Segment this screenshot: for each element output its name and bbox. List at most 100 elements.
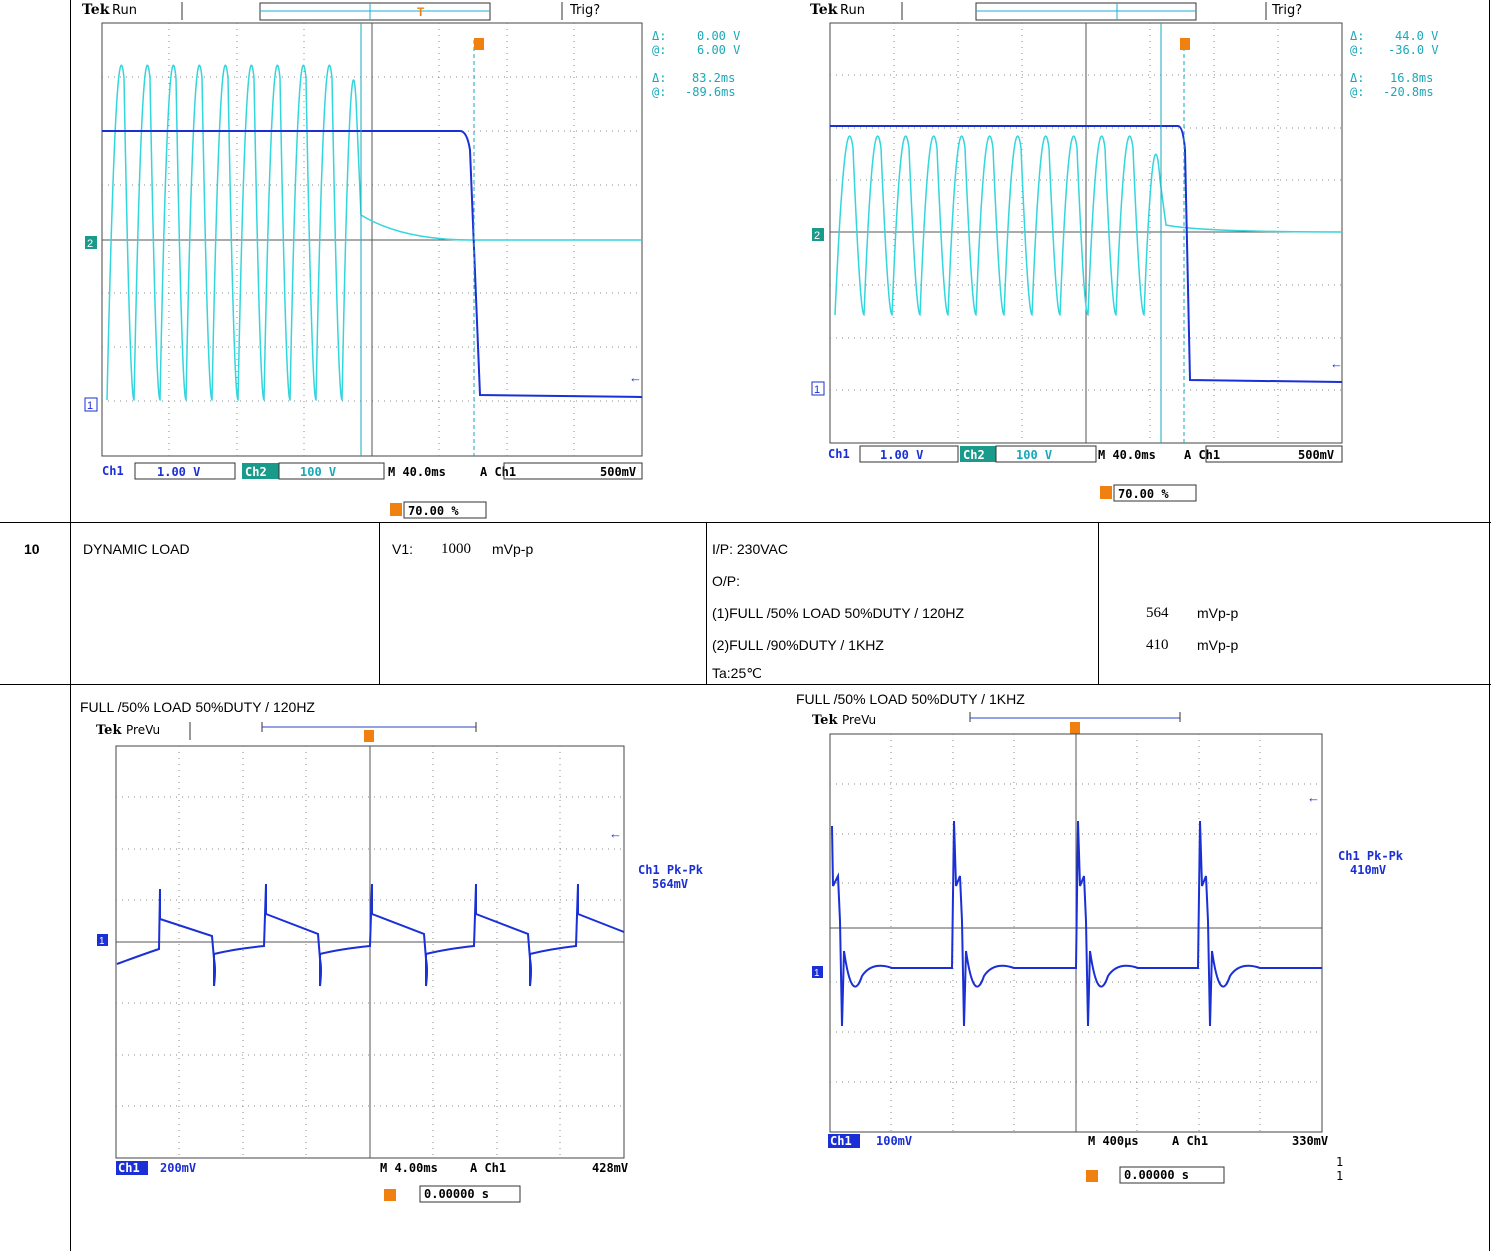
svg-text:Tek: Tek bbox=[810, 2, 838, 18]
svg-text:2: 2 bbox=[814, 230, 820, 242]
condition-1: (1)FULL /50% LOAD 50%DUTY / 120HZ bbox=[712, 605, 965, 621]
svg-text:83.2ms: 83.2ms bbox=[692, 71, 735, 85]
svg-text:1: 1 bbox=[1336, 1155, 1343, 1169]
svg-text:200mV: 200mV bbox=[160, 1161, 196, 1175]
svg-text:0.00 V: 0.00 V bbox=[697, 29, 740, 43]
svg-text:6.00 V: 6.00 V bbox=[697, 43, 740, 57]
svg-text:M 4.00ms: M 4.00ms bbox=[380, 1161, 438, 1175]
table-border bbox=[379, 522, 380, 684]
condition-2: (2)FULL /90%DUTY / 1KHZ bbox=[712, 637, 884, 653]
result-2-value: 410 bbox=[1146, 637, 1169, 653]
svg-text:16.8ms: 16.8ms bbox=[1390, 71, 1433, 85]
svg-text:-89.6ms: -89.6ms bbox=[685, 85, 736, 99]
svg-text:428mV: 428mV bbox=[592, 1161, 628, 1175]
condition-ip: I/P: 230VAC bbox=[712, 541, 789, 557]
svg-text:564mV: 564mV bbox=[652, 877, 688, 891]
svg-text:Ch1: Ch1 bbox=[118, 1161, 140, 1175]
svg-text:Ch1 Pk-Pk: Ch1 Pk-Pk bbox=[638, 863, 704, 877]
svg-text:1: 1 bbox=[814, 384, 820, 396]
caption-right: FULL /50% LOAD 50%DUTY / 1KHZ bbox=[796, 691, 1025, 707]
result-2-unit: mVp-p bbox=[1197, 637, 1239, 653]
svg-text:←: ← bbox=[1330, 356, 1343, 371]
scope-left-top: Tek Run T Trig? 2 1 ← bbox=[82, 2, 740, 519]
svg-text:Tek: Tek bbox=[96, 723, 122, 738]
svg-text:2: 2 bbox=[87, 238, 93, 250]
svg-text:Ch1: Ch1 bbox=[830, 1134, 852, 1148]
svg-text:M 40.0ms: M 40.0ms bbox=[388, 465, 446, 479]
condition-ta: Ta:25℃ bbox=[712, 665, 762, 681]
scope-left-bottom: Tek PreVu 1 ← Ch1 Pk-Pk 564mV Ch1 200mV … bbox=[96, 722, 704, 1203]
svg-text:1: 1 bbox=[99, 936, 105, 947]
svg-text:Trig?: Trig? bbox=[1271, 3, 1302, 18]
scope-brand: Tek bbox=[82, 2, 110, 18]
svg-text:Ch1: Ch1 bbox=[102, 464, 124, 478]
svg-text:Ch1: Ch1 bbox=[828, 447, 850, 461]
caption-left: FULL /50% LOAD 50%DUTY / 120HZ bbox=[80, 699, 315, 715]
spec-value: 1000 bbox=[441, 541, 471, 557]
table-border bbox=[706, 522, 707, 684]
svg-text:←: ← bbox=[629, 370, 642, 385]
scope-trig-status: Trig? bbox=[569, 3, 600, 18]
svg-text:100 V: 100 V bbox=[300, 465, 336, 479]
svg-text:Δ:: Δ: bbox=[652, 71, 666, 85]
svg-text:0.00000 s: 0.00000 s bbox=[424, 1187, 489, 1201]
scope-state: Run bbox=[112, 3, 137, 18]
spec-unit: mVp-p bbox=[492, 541, 534, 557]
svg-text:-36.0 V: -36.0 V bbox=[1388, 43, 1439, 57]
row-number: 10 bbox=[24, 541, 40, 557]
svg-text:Tek: Tek bbox=[812, 713, 838, 728]
svg-text:@:: @: bbox=[1350, 43, 1364, 57]
svg-text:1: 1 bbox=[814, 968, 820, 979]
scope-right-top: Tek Run Trig? 2 1 ← Δ: 44.0 V @: -36.0 bbox=[810, 2, 1439, 502]
svg-text:Run: Run bbox=[840, 3, 865, 18]
svg-text:500mV: 500mV bbox=[1298, 448, 1334, 462]
svg-text:←: ← bbox=[609, 826, 622, 841]
svg-text:330mV: 330mV bbox=[1292, 1134, 1328, 1148]
svg-text:Δ:: Δ: bbox=[1350, 71, 1364, 85]
svg-text:1.00 V: 1.00 V bbox=[157, 465, 200, 479]
svg-text:A Ch1: A Ch1 bbox=[470, 1161, 506, 1175]
table-border bbox=[1098, 522, 1099, 684]
table-border bbox=[70, 0, 71, 1251]
svg-text:@:: @: bbox=[652, 85, 666, 99]
svg-text:A Ch1: A Ch1 bbox=[1172, 1134, 1208, 1148]
svg-text:410mV: 410mV bbox=[1350, 863, 1386, 877]
svg-text:A Ch1: A Ch1 bbox=[1184, 448, 1220, 462]
svg-text:@:: @: bbox=[652, 43, 666, 57]
svg-text:70.00 %: 70.00 % bbox=[1118, 487, 1169, 501]
condition-op: O/P: bbox=[712, 573, 741, 589]
svg-text:100 V: 100 V bbox=[1016, 448, 1052, 462]
svg-text:500mV: 500mV bbox=[600, 465, 636, 479]
svg-text:Ch2: Ch2 bbox=[963, 448, 985, 462]
result-1-unit: mVp-p bbox=[1197, 605, 1239, 621]
svg-text:44.0 V: 44.0 V bbox=[1395, 29, 1438, 43]
svg-text:1: 1 bbox=[1336, 1169, 1343, 1183]
svg-text:Ch1 Pk-Pk: Ch1 Pk-Pk bbox=[1338, 849, 1404, 863]
table-border bbox=[1489, 0, 1490, 1251]
table-border bbox=[0, 522, 1491, 523]
svg-text:70.00 %: 70.00 % bbox=[408, 504, 459, 518]
result-1-value: 564 bbox=[1146, 605, 1169, 621]
svg-text:M 40.0ms: M 40.0ms bbox=[1098, 448, 1156, 462]
svg-text:1: 1 bbox=[87, 400, 93, 412]
svg-text:Δ:: Δ: bbox=[652, 29, 666, 43]
scope-right-bottom: Tek PreVu 1 ← Ch1 Pk-Pk 410mV Ch1 100mV … bbox=[812, 712, 1404, 1184]
svg-text:@:: @: bbox=[1350, 85, 1364, 99]
svg-text:100mV: 100mV bbox=[876, 1134, 912, 1148]
svg-text:-20.8ms: -20.8ms bbox=[1383, 85, 1434, 99]
svg-text:Δ:: Δ: bbox=[1350, 29, 1364, 43]
spec-prefix: V1: bbox=[392, 541, 414, 557]
svg-text:0.00000 s: 0.00000 s bbox=[1124, 1168, 1189, 1182]
svg-text:T: T bbox=[417, 5, 425, 19]
svg-text:PreVu: PreVu bbox=[842, 713, 876, 727]
svg-text:PreVu: PreVu bbox=[126, 723, 160, 737]
table-border bbox=[0, 684, 1491, 685]
svg-text:←: ← bbox=[1307, 790, 1320, 805]
svg-text:M 400μs: M 400μs bbox=[1088, 1134, 1139, 1148]
ch2-marker bbox=[85, 236, 97, 249]
svg-text:1.00 V: 1.00 V bbox=[880, 448, 923, 462]
svg-text:A Ch1: A Ch1 bbox=[480, 465, 516, 479]
test-item: DYNAMIC LOAD bbox=[83, 541, 190, 557]
svg-text:Ch2: Ch2 bbox=[245, 465, 267, 479]
